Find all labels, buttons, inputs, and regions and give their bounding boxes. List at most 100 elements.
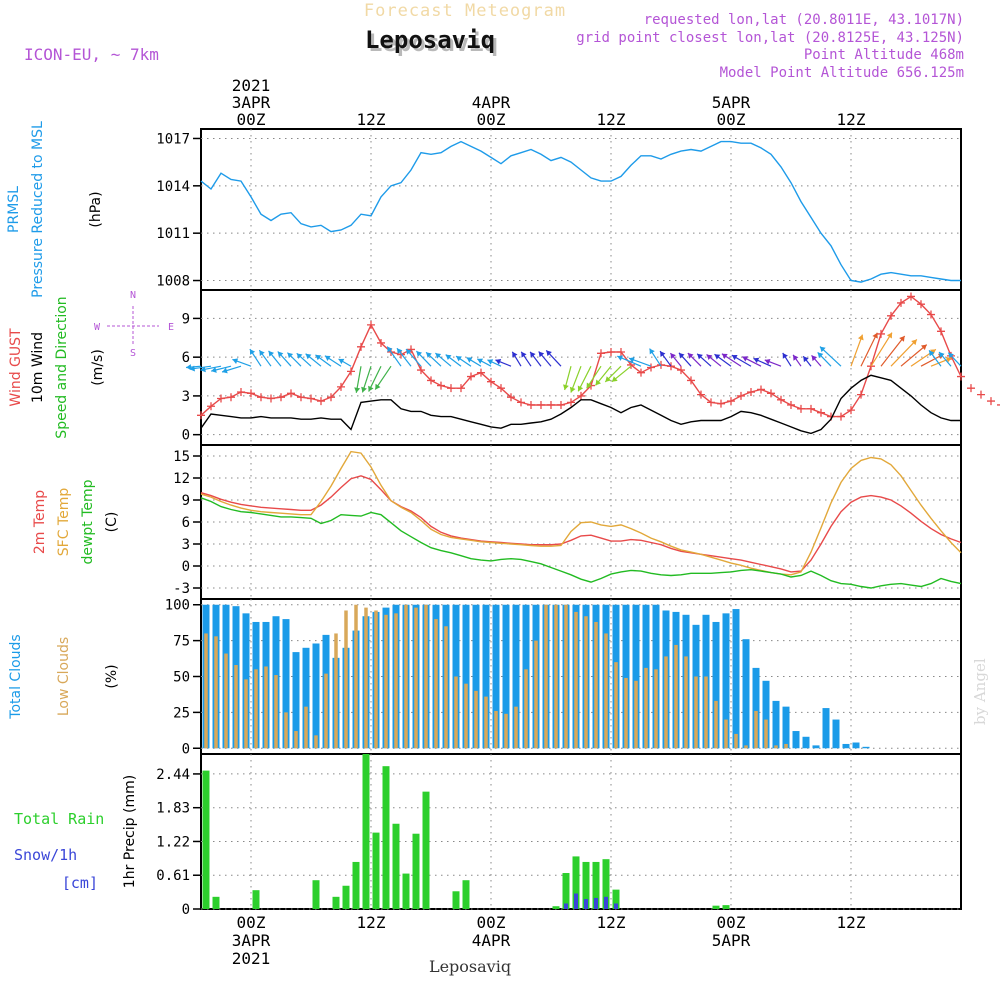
- series-line-2m-temp: [200, 475, 962, 573]
- wind-arrow: [890, 339, 918, 367]
- wind-arrowhead: [416, 351, 423, 357]
- panel-clouds: 0 25 50 75 100 Total Clouds Low Clouds (%): [8, 598, 962, 757]
- y-tick-label: 1.22: [156, 834, 190, 850]
- bar-low-clouds: [774, 745, 778, 749]
- panel-precipitation: 0 0.61 1.22 1.83 2.44 1hr Precip (mm) Total Ra…: [14, 753, 962, 918]
- bar-low-clouds: [674, 644, 678, 749]
- bar-low-clouds: [514, 706, 518, 749]
- bar-total-rain: [572, 856, 580, 909]
- gust-marker: [997, 404, 1000, 406]
- bar-total-clouds: [862, 746, 870, 749]
- y-tick-label: 1017: [156, 131, 190, 147]
- bar-low-clouds: [654, 669, 658, 749]
- legend-label: Snow/1h: [14, 846, 77, 864]
- wind-direction-arrows: [186, 332, 962, 393]
- wind-arrowhead: [857, 334, 864, 341]
- bar-total-rain: [592, 861, 600, 909]
- series-line-10m-wind: [200, 374, 961, 435]
- legend-label: [cm]: [62, 874, 98, 892]
- gust-marker: [537, 400, 545, 409]
- wind-arrowhead: [939, 351, 945, 358]
- gust-marker: [277, 393, 285, 402]
- chart-panels: 1008 1011 1014 1017 PRMSL Pressure Reduced to…: [6, 121, 1000, 918]
- wind-arrowhead: [872, 332, 878, 339]
- gust-marker: [777, 395, 785, 404]
- bar-total-clouds: [782, 706, 790, 749]
- bar-total-clouds: [822, 708, 830, 749]
- wind-arrowhead: [211, 367, 217, 373]
- wind-arrowhead: [649, 348, 655, 355]
- top-time-label: 12Z: [597, 110, 626, 129]
- wind-arrowhead: [721, 353, 728, 360]
- bar-low-clouds: [754, 710, 758, 749]
- gust-marker: [207, 402, 215, 411]
- gust-marker: [317, 397, 325, 406]
- axis-label: dewpt Temp: [80, 479, 96, 564]
- bar-total-rain: [722, 905, 730, 909]
- wind-arrowhead: [660, 351, 666, 357]
- gust-marker: [567, 398, 575, 407]
- bar-total-clouds: [472, 604, 480, 749]
- wind-arrowhead: [222, 367, 228, 374]
- bar-total-rain: [342, 885, 350, 909]
- gust-marker: [907, 292, 915, 301]
- bar-total-rain: [712, 905, 720, 909]
- gust-marker: [467, 372, 475, 381]
- gust-marker: [367, 320, 375, 329]
- bar-snow-1h: [584, 899, 588, 909]
- bar-total-rain: [602, 859, 610, 909]
- wind-arrowhead: [764, 358, 771, 365]
- wind-arrowhead: [445, 354, 452, 361]
- location-title-shadow: Leposaviq: [368, 29, 498, 57]
- wind-arrowhead: [456, 356, 462, 362]
- wind-arrowhead: [287, 352, 294, 359]
- bar-total-rain: [372, 832, 380, 909]
- bar-low-clouds: [264, 666, 268, 749]
- wind-arrowhead: [200, 366, 206, 373]
- gust-marker: [857, 390, 865, 399]
- gust-marker: [397, 350, 405, 359]
- axis-label: 1hr Precip (mm): [122, 775, 138, 888]
- gust-marker: [747, 388, 755, 397]
- panel-pressure: 1008 1011 1014 1017 PRMSL Pressure Reduced to…: [6, 121, 962, 298]
- wind-arrowhead: [324, 355, 331, 361]
- gust-marker: [237, 388, 245, 397]
- gust-marker: [337, 382, 345, 391]
- bar-low-clouds: [394, 613, 398, 749]
- bottom-time-label: 5APR: [712, 931, 751, 950]
- bar-low-clouds: [224, 653, 228, 749]
- gust-marker: [767, 389, 775, 398]
- bar-total-rain: [202, 770, 210, 909]
- bar-low-clouds: [544, 604, 548, 749]
- top-time-label: 12Z: [357, 110, 386, 129]
- forecast-title: Forecast Meteogram: [364, 1, 566, 21]
- gust-marker: [257, 393, 265, 402]
- gust-marker: [217, 394, 225, 403]
- gust-marker: [557, 400, 565, 409]
- axis-label: SFC Temp: [56, 488, 72, 557]
- bar-total-rain: [392, 823, 400, 909]
- bar-total-rain: [382, 766, 390, 909]
- bar-low-clouds: [384, 614, 388, 749]
- gust-marker: [887, 311, 895, 320]
- bar-total-clouds: [302, 647, 310, 749]
- y-tick-label: 9: [182, 493, 190, 509]
- wind-arrowhead: [714, 354, 721, 360]
- top-time-label: 5APR: [712, 93, 751, 112]
- wind-arrowhead: [305, 353, 312, 360]
- wind-arrowhead: [886, 332, 892, 339]
- gust-marker: [497, 384, 505, 393]
- y-tick-label: 0: [182, 559, 190, 575]
- gust-marker: [697, 390, 705, 399]
- wind-arrowhead: [512, 351, 518, 358]
- gust-marker: [987, 397, 995, 406]
- bar-low-clouds: [524, 669, 528, 749]
- wind-arrowhead: [375, 383, 381, 390]
- bar-low-clouds: [424, 604, 428, 749]
- gust-marker: [197, 411, 205, 420]
- axis-label: PRMSL: [6, 186, 22, 233]
- bar-low-clouds: [704, 676, 708, 749]
- gust-marker: [227, 393, 235, 402]
- bar-total-rain: [252, 890, 260, 909]
- bar-low-clouds: [584, 616, 588, 749]
